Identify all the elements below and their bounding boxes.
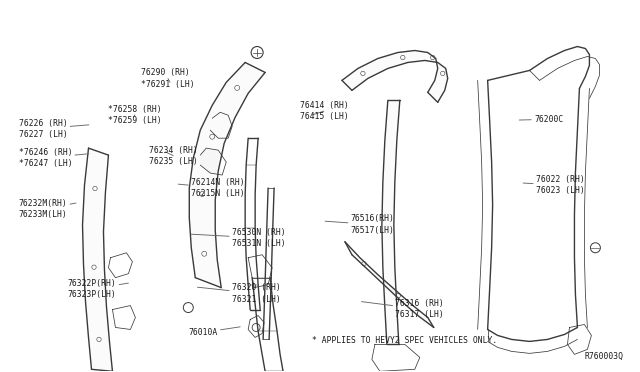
Text: 76414 (RH)
76415 (LH): 76414 (RH) 76415 (LH)	[300, 101, 348, 121]
Text: 76226 (RH)
76227 (LH): 76226 (RH) 76227 (LH)	[19, 119, 89, 139]
Text: 76316 (RH)
76317 (LH): 76316 (RH) 76317 (LH)	[362, 299, 444, 319]
Text: 76200C: 76200C	[519, 115, 563, 124]
Text: 76322P(RH)
76323P(LH): 76322P(RH) 76323P(LH)	[68, 279, 129, 299]
Polygon shape	[345, 242, 434, 327]
Text: 76290 (RH)
*76291 (LH): 76290 (RH) *76291 (LH)	[141, 68, 195, 89]
Text: 76516(RH)
76517(LH): 76516(RH) 76517(LH)	[325, 215, 394, 235]
Polygon shape	[342, 51, 448, 102]
Polygon shape	[189, 62, 265, 288]
Text: 76022 (RH)
76023 (LH): 76022 (RH) 76023 (LH)	[523, 175, 584, 195]
Text: 76214N (RH)
76215N (LH): 76214N (RH) 76215N (LH)	[178, 178, 244, 198]
Text: *76246 (RH)
*76247 (LH): *76246 (RH) *76247 (LH)	[19, 148, 89, 168]
Text: *76258 (RH)
*76259 (LH): *76258 (RH) *76259 (LH)	[108, 105, 162, 125]
Polygon shape	[200, 148, 222, 175]
Text: 76232M(RH)
76233M(LH): 76232M(RH) 76233M(LH)	[19, 199, 76, 219]
Text: R760003Q: R760003Q	[584, 352, 623, 361]
Text: 76530N (RH)
76531N (LH): 76530N (RH) 76531N (LH)	[191, 228, 285, 248]
Polygon shape	[382, 100, 400, 344]
Text: 76010A: 76010A	[189, 327, 240, 337]
Text: * APPLIES TO HEVY2 SPEC VEHICLES ONLY.: * APPLIES TO HEVY2 SPEC VEHICLES ONLY.	[312, 336, 497, 346]
Text: 76320 (RH)
76321 (LH): 76320 (RH) 76321 (LH)	[197, 283, 280, 304]
Polygon shape	[83, 148, 113, 371]
Text: 76234 (RH)
76235 (LH): 76234 (RH) 76235 (LH)	[149, 145, 198, 166]
